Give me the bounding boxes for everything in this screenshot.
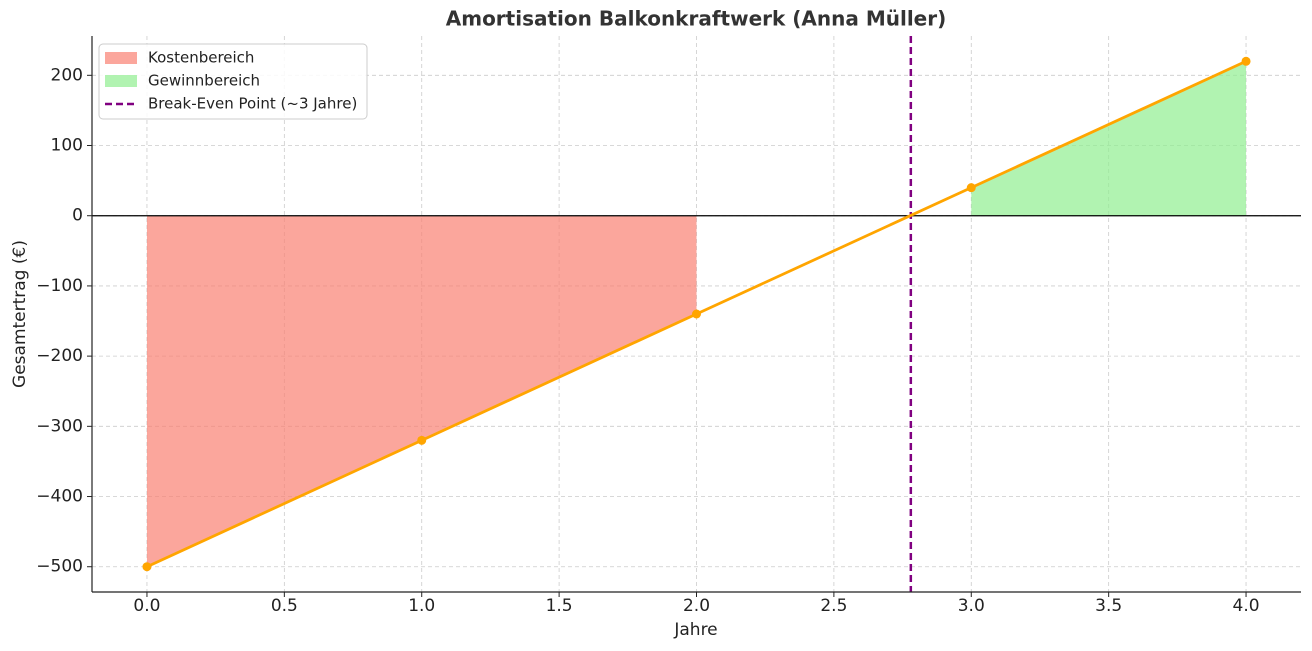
y-tick-label: −200 [36, 346, 83, 366]
x-tick-label: 0.5 [271, 596, 298, 616]
marker [966, 183, 976, 193]
legend-label: Kostenbereich [148, 49, 254, 67]
marker [1241, 56, 1251, 66]
x-tick-label: 4.0 [1233, 596, 1260, 616]
x-tick-label: 0.0 [133, 596, 160, 616]
marker [692, 309, 701, 319]
marker [142, 562, 152, 572]
fill-area [146, 215, 697, 567]
legend-swatch [105, 75, 137, 87]
chart-title: Amortisation Balkonkraftwerk (Anna Mülle… [446, 7, 947, 31]
legend-label: Break-Even Point (~3 Jahre) [148, 95, 357, 113]
y-tick-label: −500 [36, 557, 83, 577]
x-tick-label: 3.5 [1095, 596, 1122, 616]
y-axis-label: Gesamtertrag (€) [10, 240, 30, 388]
x-tick-label: 1.0 [408, 596, 435, 616]
legend-swatch [105, 52, 137, 64]
legend-box [98, 43, 368, 120]
y-tick-label: 200 [51, 65, 83, 85]
y-tick-label: −100 [36, 276, 83, 296]
legend-label: Gewinnbereich [148, 72, 260, 90]
y-tick-label: −400 [36, 487, 83, 507]
x-tick-label: 2.0 [683, 596, 710, 616]
marker [417, 435, 427, 445]
y-tick-label: 100 [51, 136, 83, 156]
x-tick-label: 3.0 [958, 596, 985, 616]
x-tick-label: 2.5 [820, 596, 847, 616]
x-tick-label: 1.5 [546, 596, 573, 616]
y-tick-label: −300 [36, 416, 83, 436]
x-axis-label: Jahre [673, 620, 717, 640]
y-tick-label: 0 [72, 206, 83, 226]
fill-area [971, 61, 1247, 216]
